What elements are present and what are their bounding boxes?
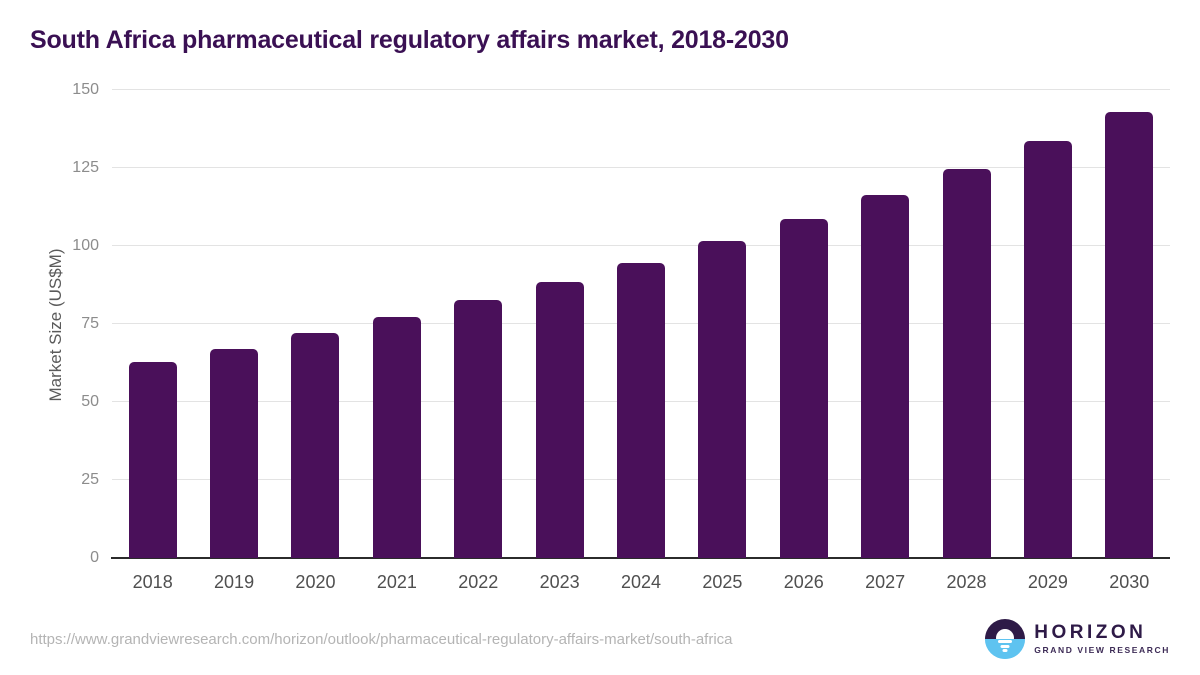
bar-2019	[210, 348, 259, 558]
y-tick-label: 100	[72, 236, 99, 254]
bar-2023	[535, 282, 584, 558]
y-tick-label: 75	[81, 315, 99, 332]
bar-2024	[617, 262, 665, 558]
x-tick-label: 2028	[946, 572, 987, 592]
bar-2028	[942, 168, 991, 558]
horizon-logo-icon	[985, 619, 1026, 659]
x-tick-label: 2021	[376, 572, 417, 592]
gridline	[112, 167, 1170, 168]
gridline	[112, 89, 1170, 90]
bar-2020	[291, 333, 340, 558]
chart-title: South Africa pharmaceutical regulatory a…	[30, 26, 789, 54]
bar-2018	[128, 362, 177, 558]
x-tick-label: 2022	[458, 572, 499, 592]
bar-2030	[1105, 111, 1154, 558]
x-tick-label: 2026	[783, 572, 824, 592]
bar-2029	[1023, 141, 1072, 558]
x-tick-label: 2018	[132, 572, 173, 592]
x-axis-line	[111, 557, 1170, 559]
y-tick-label: 150	[72, 81, 99, 98]
horizon-logo: HORIZON GRAND VIEW RESEARCH	[985, 619, 1170, 659]
y-tick-label: 125	[72, 158, 99, 176]
x-tick-label: 2030	[1109, 572, 1150, 592]
x-tick-label: 2024	[620, 572, 662, 592]
logo-reflection-line	[1002, 649, 1008, 652]
y-tick-label: 25	[81, 471, 99, 488]
logo-reflection-line	[1000, 645, 1010, 648]
gridline	[112, 245, 1170, 247]
bar-2027	[861, 195, 910, 558]
y-axis-title: Market Size (US$M)	[46, 248, 65, 402]
logo-name: HORIZON	[1034, 622, 1147, 644]
bar-2021	[372, 317, 421, 558]
bar-2025	[698, 241, 747, 558]
plot-area: 0 25 50 75 100 125 150 2018 2019 2020 2021 2022 2023…	[72, 81, 1170, 592]
x-tick-label: 2019	[214, 572, 255, 592]
x-tick-label: 2020	[295, 572, 336, 592]
y-tick-label: 0	[90, 549, 99, 566]
y-tick-label: 50	[81, 392, 99, 410]
x-tick-label: 2025	[702, 572, 743, 592]
source-url: https://www.grandviewresearch.com/horizo…	[30, 630, 733, 648]
x-tick-label: 2029	[1027, 572, 1068, 592]
logo-text-block: HORIZON GRAND VIEW RESEARCH	[1034, 623, 1170, 655]
logo-subtitle: GRAND VIEW RESEARCH	[1034, 644, 1170, 655]
logo-reflection-line	[998, 640, 1013, 643]
x-tick-label: 2027	[865, 572, 906, 592]
x-tick-label: 2023	[539, 572, 580, 592]
bar-2026	[779, 219, 828, 558]
bar-2022	[454, 299, 503, 558]
footer: https://www.grandviewresearch.com/horizo…	[30, 618, 1170, 660]
